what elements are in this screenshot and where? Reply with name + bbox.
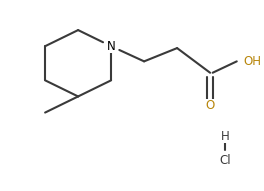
Text: Cl: Cl [219,154,231,168]
Text: H: H [221,130,230,143]
Text: N: N [107,40,115,53]
Text: OH: OH [243,55,261,68]
Text: O: O [205,100,215,112]
